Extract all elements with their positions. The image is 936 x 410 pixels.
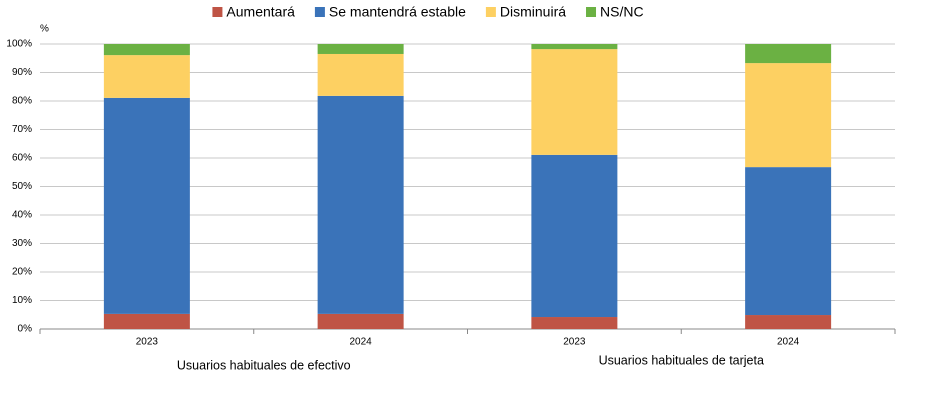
y-tick-label: 0%	[18, 324, 33, 335]
legend-swatch	[586, 7, 597, 17]
bar-segment	[745, 167, 832, 316]
x-tick-label: 2023	[563, 337, 586, 348]
x-tick-label: 2023	[136, 337, 159, 348]
bar-segment	[745, 44, 832, 64]
legend-label: Aumentará	[226, 4, 295, 20]
bar-segment	[531, 44, 618, 50]
x-tick-label: 2024	[350, 337, 373, 348]
bar-segment	[317, 313, 404, 329]
legend-swatch	[485, 7, 496, 17]
bar-segment	[531, 154, 618, 318]
legend-swatch	[212, 7, 223, 17]
x-tick-label: 2024	[777, 337, 800, 348]
bar-segment	[103, 55, 190, 98]
bar-segment	[103, 44, 190, 56]
bar-segment	[531, 317, 618, 329]
y-tick-label: 30%	[12, 238, 32, 249]
y-tick-label: 70%	[12, 124, 32, 135]
group-label: Usuarios habituales de efectivo	[177, 358, 351, 372]
y-tick-label: 100%	[6, 39, 32, 50]
y-tick-label: 40%	[12, 210, 32, 221]
y-unit-label: %	[40, 24, 49, 35]
y-tick-label: 90%	[12, 67, 32, 78]
bar-segment	[745, 315, 832, 329]
bar-segment	[317, 44, 404, 54]
legend-swatch	[314, 7, 325, 17]
group-label: Usuarios habituales de tarjeta	[599, 353, 764, 367]
bar-segment	[103, 97, 190, 314]
y-tick-label: 20%	[12, 267, 32, 278]
y-tick-label: 60%	[12, 153, 32, 164]
bar-segment	[745, 63, 832, 168]
y-tick-label: 80%	[12, 96, 32, 107]
bar-segment	[531, 49, 618, 155]
bar-segment	[103, 313, 190, 329]
legend-label: Disminuirá	[500, 4, 566, 20]
legend-label: Se mantendrá estable	[329, 4, 466, 20]
legend-label: NS/NC	[600, 4, 644, 20]
y-tick-label: 50%	[12, 181, 32, 192]
y-tick-label: 10%	[12, 295, 32, 306]
bar-segment	[317, 53, 404, 96]
bar-segment	[317, 95, 404, 314]
